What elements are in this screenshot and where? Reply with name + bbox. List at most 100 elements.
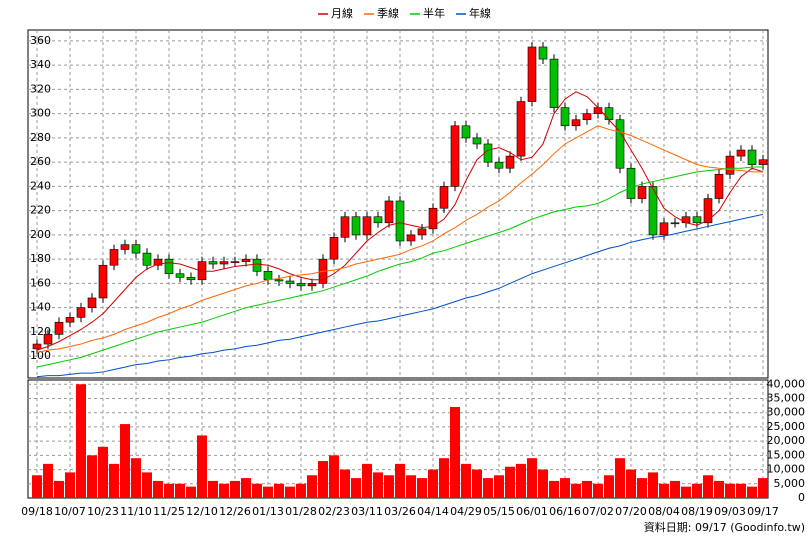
volume-bar (736, 483, 746, 498)
candle-body (494, 161, 504, 169)
candle-body (747, 149, 757, 165)
volume-bar (164, 483, 174, 498)
y-tick-label: 320 (30, 82, 51, 95)
volume-bar (395, 463, 405, 498)
volume-bar (109, 463, 119, 498)
volume-bar (681, 486, 691, 498)
candle-body (54, 321, 64, 335)
y-tick-label: 160 (30, 276, 51, 289)
x-tick-label: 07/02 (582, 505, 614, 518)
volume-bar (120, 424, 130, 498)
volume-bar (549, 480, 559, 498)
candle-body (571, 119, 581, 127)
y2-tick-label: 10,000 (767, 463, 806, 476)
volume-bar (384, 475, 394, 498)
volume-bar (560, 478, 570, 498)
x-tick-label: 01/13 (252, 505, 284, 518)
candle-body (175, 273, 185, 278)
volume-bar (373, 472, 383, 498)
volume-bar (186, 486, 196, 498)
volume-bar (329, 455, 339, 498)
volume-bar (703, 475, 713, 498)
volume-bar (351, 478, 361, 498)
candle-body (76, 307, 86, 318)
x-tick-label: 11/10 (120, 505, 152, 518)
volume-bar (648, 472, 658, 498)
volume-bar (208, 480, 218, 498)
volume-bar (318, 461, 328, 498)
volume-bar (417, 478, 427, 498)
volume-bar (406, 475, 416, 498)
volume-bar (87, 455, 97, 498)
candle-body (340, 216, 350, 238)
candle-body (65, 317, 75, 323)
volume-bar (571, 483, 581, 498)
candle-body (758, 159, 768, 165)
candle-body (131, 244, 141, 254)
legend-label: 月線 (331, 6, 353, 20)
volume-bar (604, 475, 614, 498)
volume-bar (428, 469, 438, 498)
y-tick-label: 220 (30, 204, 51, 217)
volume-bar (516, 463, 526, 498)
candle-body (219, 261, 229, 265)
volume-bar (615, 458, 625, 498)
y2-tick-label: 35,000 (767, 391, 806, 404)
volume-bar (461, 463, 471, 498)
volume-bar (758, 478, 768, 498)
volume-bar (285, 486, 295, 498)
volume-bar (65, 472, 75, 498)
y-tick-label: 140 (30, 301, 51, 314)
x-tick-label: 02/23 (318, 505, 350, 518)
x-tick-label: 11/25 (153, 505, 185, 518)
candle-body (461, 125, 471, 139)
candle-body (637, 186, 647, 199)
candle-body (241, 258, 251, 262)
volume-bar (725, 483, 735, 498)
volume-bar (527, 458, 537, 498)
candle-body (516, 101, 526, 157)
y2-tick-label: 0 (798, 491, 805, 504)
ma-line (36, 125, 763, 354)
y-tick-label: 340 (30, 58, 51, 71)
volume-bar (274, 483, 284, 498)
volume-bar (626, 469, 636, 498)
candle-body (395, 200, 405, 242)
x-tick-label: 04/14 (417, 505, 449, 518)
volume-bar (505, 466, 515, 498)
volume-bar (98, 446, 108, 498)
x-tick-label: 10/07 (54, 505, 86, 518)
candle-body (109, 249, 119, 266)
volume-bar (362, 463, 372, 498)
y2-tick-label: 25,000 (767, 420, 806, 433)
volume-bar (296, 483, 306, 498)
ma-line (36, 91, 764, 351)
candle-body (439, 186, 449, 209)
volume-bar (538, 469, 548, 498)
volume-bar (131, 458, 141, 498)
x-tick-label: 08/19 (681, 505, 713, 518)
x-tick-label: 12/10 (186, 505, 218, 518)
volume-bar (450, 407, 460, 498)
candle-body (329, 237, 339, 260)
volume-bar (692, 483, 702, 498)
x-tick-label: 03/11 (351, 505, 383, 518)
x-tick-label: 04/29 (450, 505, 482, 518)
y-tick-label: 100 (30, 349, 51, 362)
legend-label: 季線 (377, 6, 399, 20)
x-tick-label: 09/18 (21, 505, 53, 518)
candle-body (714, 173, 724, 199)
volume-bar (747, 486, 757, 498)
candle-body (197, 261, 207, 281)
volume-bar (472, 469, 482, 498)
candle-body (736, 149, 746, 157)
volume-bar (54, 480, 64, 498)
candle-body (296, 283, 306, 287)
candle-body (450, 125, 460, 187)
volume-bar (483, 478, 493, 498)
y-tick-label: 280 (30, 131, 51, 144)
volume-bar (637, 478, 647, 498)
y-tick-label: 180 (30, 252, 51, 265)
ma-line (36, 213, 764, 378)
candle-body (362, 216, 372, 236)
